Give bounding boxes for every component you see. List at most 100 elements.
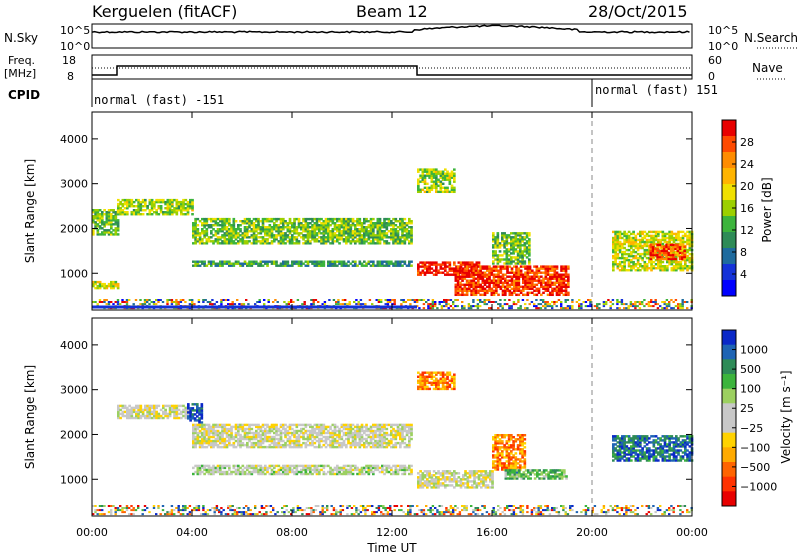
heatmap-cell: [196, 232, 200, 235]
heatmap-cell: [141, 412, 145, 416]
heatmap-cell: [630, 238, 633, 242]
heatmap-cell: [514, 250, 518, 253]
heatmap-cell: [168, 205, 172, 208]
heatmap-cell: [429, 303, 432, 306]
heatmap-cell: [399, 429, 402, 433]
heatmap-cell: [216, 242, 220, 245]
heatmap-cell: [521, 254, 524, 257]
heatmap-cell: [246, 226, 249, 229]
heatmap-cell: [401, 217, 404, 221]
heatmap-cell: [369, 234, 373, 237]
heatmap-cell: [103, 223, 106, 226]
heatmap-cell: [239, 234, 242, 237]
heatmap-cell: [510, 307, 513, 310]
heatmap-cell: [324, 425, 328, 429]
heatmap-cell: [634, 305, 637, 308]
heatmap-cell: [198, 411, 201, 414]
heatmap-cell: [230, 427, 233, 431]
heatmap-cell: [309, 234, 312, 237]
heatmap-cell: [192, 232, 195, 235]
heatmap-cell: [499, 271, 503, 274]
heatmap-cell: [358, 437, 362, 441]
heatmap-cell: [546, 265, 550, 268]
freq-tick-top: 18: [62, 54, 76, 67]
heatmap-cell: [279, 264, 283, 267]
heatmap-cell: [331, 429, 335, 433]
heatmap-cell: [669, 257, 673, 261]
heatmap-cell: [246, 262, 249, 265]
heatmap-cell: [239, 443, 242, 447]
heatmap-cell: [223, 222, 227, 225]
heatmap-cell: [360, 222, 364, 225]
heatmap-cell: [320, 425, 323, 429]
heatmap-cell: [255, 441, 258, 445]
heatmap-cell: [643, 269, 647, 272]
heatmap-cell: [517, 283, 521, 287]
heatmap-cell: [182, 213, 185, 216]
heatmap-cell: [636, 238, 640, 242]
heatmap-cell: [641, 256, 644, 260]
heatmap-cell: [453, 267, 456, 270]
heatmap-cell: [252, 238, 256, 241]
heatmap-cell: [508, 305, 511, 308]
heatmap-cell: [297, 234, 301, 237]
heatmap-cell: [551, 291, 554, 295]
heatmap-cell: [504, 291, 507, 295]
heatmap-cell: [654, 267, 658, 270]
heatmap-cell: [112, 223, 115, 226]
heatmap-cell: [596, 305, 599, 308]
heatmap-cell: [243, 437, 247, 441]
heatmap-cell: [463, 305, 466, 308]
heatmap-cell: [372, 238, 375, 241]
heatmap-cell: [219, 242, 222, 245]
heatmap-cell: [112, 211, 115, 214]
heatmap-cell: [320, 433, 323, 437]
heatmap-cell: [421, 178, 425, 181]
heatmap-cell: [354, 445, 357, 449]
heatmap-cell: [304, 234, 308, 237]
heatmap-cell: [450, 176, 454, 179]
heatmap-cell: [270, 423, 274, 427]
heatmap-cell: [677, 307, 680, 310]
heatmap-cell: [322, 264, 326, 267]
heatmap-cell: [636, 305, 639, 308]
heatmap-cell: [369, 232, 373, 235]
heatmap-cell: [166, 198, 170, 202]
heatmap-cell: [479, 301, 482, 303]
heatmap-cell: [234, 220, 238, 223]
heatmap-cell: [614, 256, 617, 260]
heatmap-cell: [246, 240, 249, 243]
heatmap-cell: [496, 246, 500, 249]
heatmap-cell: [123, 301, 126, 303]
heatmap-cell: [645, 263, 649, 266]
heatmap-cell: [369, 441, 373, 445]
heatmap-cell: [369, 264, 373, 267]
heatmap-cell: [686, 240, 689, 244]
heatmap-cell: [472, 301, 475, 303]
heatmap-cell: [230, 224, 233, 227]
heatmap-cell: [221, 425, 224, 429]
heatmap-cell: [399, 437, 402, 441]
heatmap-cell: [179, 299, 183, 301]
heatmap-cell: [456, 277, 460, 280]
heatmap-cell: [513, 281, 516, 285]
heatmap-cell: [144, 198, 147, 202]
heatmap-cell: [250, 234, 254, 237]
heatmap-cell: [367, 238, 371, 241]
heatmap-cell: [221, 230, 224, 233]
heatmap-cell: [430, 188, 434, 192]
heatmap-cell: [372, 262, 375, 265]
heatmap-cell: [101, 223, 104, 226]
heatmap-cell: [130, 211, 134, 214]
cpid-segment-1: normal (fast) -151: [94, 93, 224, 107]
colorbar-swatch: [722, 168, 736, 185]
heatmap-cell: [304, 220, 308, 223]
heatmap-cell: [182, 202, 185, 206]
heatmap-cell: [286, 262, 290, 265]
heatmap-cell: [275, 260, 278, 263]
heatmap-cell: [387, 433, 391, 437]
heatmap-cell: [150, 412, 154, 416]
heatmap-cell: [444, 174, 447, 177]
heatmap-cell: [237, 425, 240, 429]
heatmap-cell: [446, 271, 449, 274]
